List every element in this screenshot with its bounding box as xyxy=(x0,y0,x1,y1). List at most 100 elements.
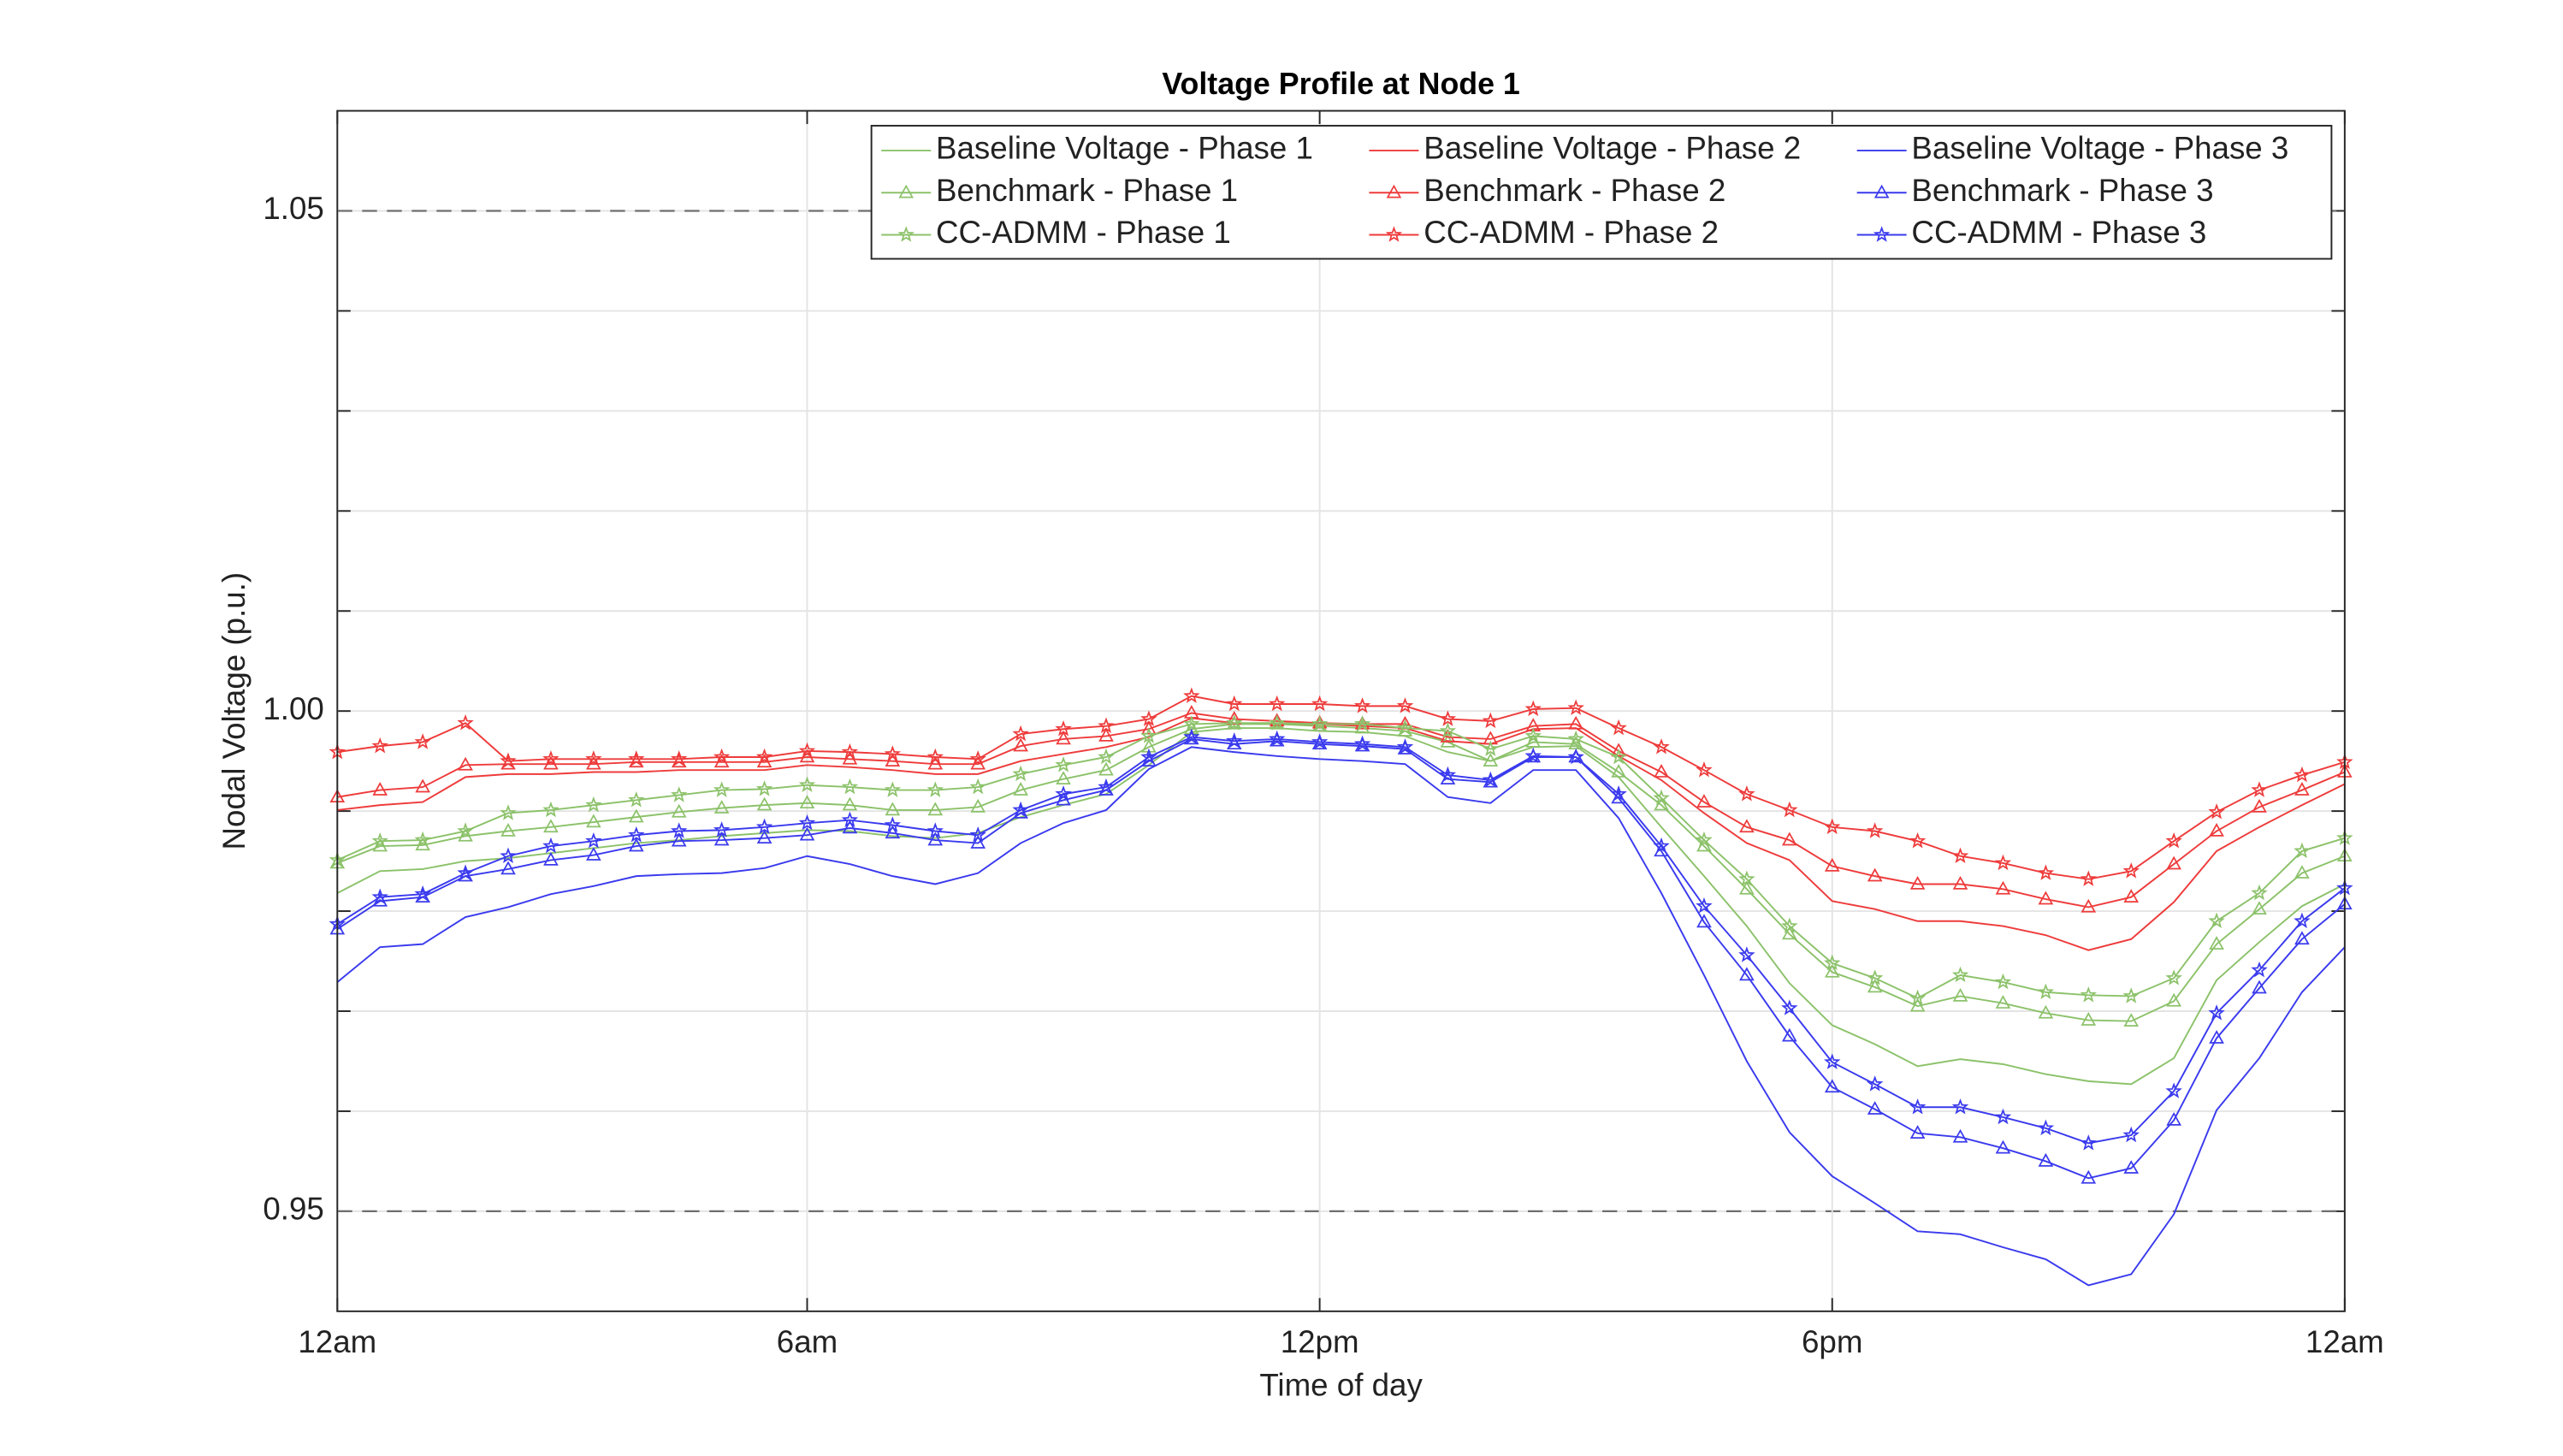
data-marker xyxy=(755,748,773,765)
data-marker xyxy=(414,733,431,749)
data-marker xyxy=(371,737,388,754)
data-marker xyxy=(1824,1079,1840,1093)
data-marker xyxy=(799,795,815,809)
data-marker xyxy=(670,822,688,838)
data-marker xyxy=(841,743,859,760)
data-marker xyxy=(670,750,688,766)
data-marker xyxy=(1781,999,1798,1015)
data-marker xyxy=(670,786,688,802)
data-marker xyxy=(2038,1004,2054,1019)
data-marker xyxy=(543,819,559,833)
data-marker xyxy=(713,781,731,797)
data-marker xyxy=(2081,1169,2097,1184)
data-marker xyxy=(2208,912,2225,929)
data-marker xyxy=(1098,778,1115,795)
data-marker xyxy=(1439,710,1457,726)
series-line xyxy=(336,736,2346,1145)
data-marker xyxy=(1653,789,1670,806)
legend-label: Benchmark - Phase 3 xyxy=(1911,173,2213,208)
data-marker xyxy=(371,832,388,849)
data-marker xyxy=(1994,973,2012,990)
data-marker xyxy=(2165,969,2182,985)
data-marker xyxy=(1311,715,1329,731)
data-marker xyxy=(755,818,773,835)
data-marker xyxy=(1098,727,1114,742)
data-marker xyxy=(1098,748,1115,765)
data-marker xyxy=(1483,753,1499,766)
series-line xyxy=(336,727,2346,1086)
data-marker xyxy=(1781,926,1797,940)
data-marker xyxy=(1696,914,1712,928)
data-marker xyxy=(2166,1111,2181,1126)
data-marker xyxy=(2037,983,2055,1000)
data-marker xyxy=(1524,727,1542,743)
data-marker xyxy=(1909,832,1927,849)
data-marker xyxy=(1396,738,1414,755)
data-marker xyxy=(1140,748,1157,765)
data-marker xyxy=(1568,749,1584,763)
data-marker xyxy=(841,778,859,795)
data-marker xyxy=(842,820,858,834)
data-marker xyxy=(1056,731,1071,745)
data-marker xyxy=(542,801,559,818)
data-marker xyxy=(1567,699,1584,715)
data-marker xyxy=(1055,720,1072,737)
data-marker xyxy=(1012,765,1029,782)
data-marker xyxy=(1995,995,2011,1009)
data-marker xyxy=(1909,997,1926,1012)
legend-label: CC-ADMM - Phase 3 xyxy=(1911,215,2206,250)
data-marker xyxy=(1567,730,1584,747)
data-marker xyxy=(1824,857,1840,872)
data-marker xyxy=(1951,1098,1969,1115)
data-marker xyxy=(1951,847,1969,864)
data-marker xyxy=(969,826,986,843)
data-marker xyxy=(1995,1139,2011,1154)
legend-box xyxy=(870,124,2333,260)
data-marker xyxy=(885,753,901,766)
data-marker xyxy=(457,822,474,838)
legend-marker xyxy=(1386,184,1402,198)
data-marker xyxy=(671,832,687,847)
data-marker xyxy=(1952,875,1968,890)
data-marker xyxy=(457,714,474,731)
data-marker xyxy=(1439,722,1457,738)
data-marker xyxy=(927,755,944,770)
data-marker xyxy=(2166,992,2181,1007)
series-line xyxy=(337,695,2346,880)
chart-title: Voltage Profile at Node 1 xyxy=(1162,67,1520,101)
data-marker xyxy=(1909,989,1927,1006)
data-marker xyxy=(1353,735,1371,752)
data-marker xyxy=(2209,936,2224,950)
data-marker xyxy=(1610,748,1627,765)
data-marker xyxy=(2209,1030,2224,1044)
data-marker xyxy=(1013,782,1028,796)
data-marker xyxy=(1696,761,1713,778)
data-marker xyxy=(500,804,517,820)
data-marker xyxy=(585,750,602,766)
x-tick-label: 6am xyxy=(777,1324,838,1359)
data-marker xyxy=(884,781,902,797)
data-marker xyxy=(1524,700,1542,717)
data-marker xyxy=(1696,831,1713,848)
data-marker xyxy=(1354,715,1370,730)
legend-label: Benchmark - Phase 1 xyxy=(936,173,1238,208)
data-marker xyxy=(1739,819,1755,833)
data-marker xyxy=(628,837,644,852)
data-marker xyxy=(1012,725,1029,742)
data-marker xyxy=(2252,798,2267,813)
data-marker xyxy=(2251,961,2268,978)
data-marker xyxy=(841,811,859,827)
data-marker xyxy=(500,847,517,864)
data-marker xyxy=(2252,980,2267,994)
data-marker xyxy=(2294,842,2311,859)
data-marker xyxy=(1610,785,1627,802)
data-marker xyxy=(1995,880,2011,895)
data-marker xyxy=(713,800,730,814)
data-marker xyxy=(2080,1134,2098,1151)
data-marker xyxy=(1268,695,1286,712)
data-marker xyxy=(1311,733,1329,749)
data-marker xyxy=(1654,764,1669,778)
data-marker xyxy=(1396,719,1414,736)
data-marker xyxy=(1654,796,1669,811)
